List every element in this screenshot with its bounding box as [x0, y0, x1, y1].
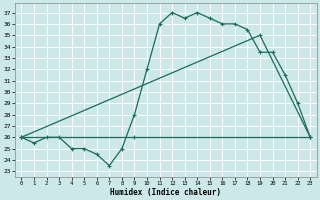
X-axis label: Humidex (Indice chaleur): Humidex (Indice chaleur) — [110, 188, 221, 197]
